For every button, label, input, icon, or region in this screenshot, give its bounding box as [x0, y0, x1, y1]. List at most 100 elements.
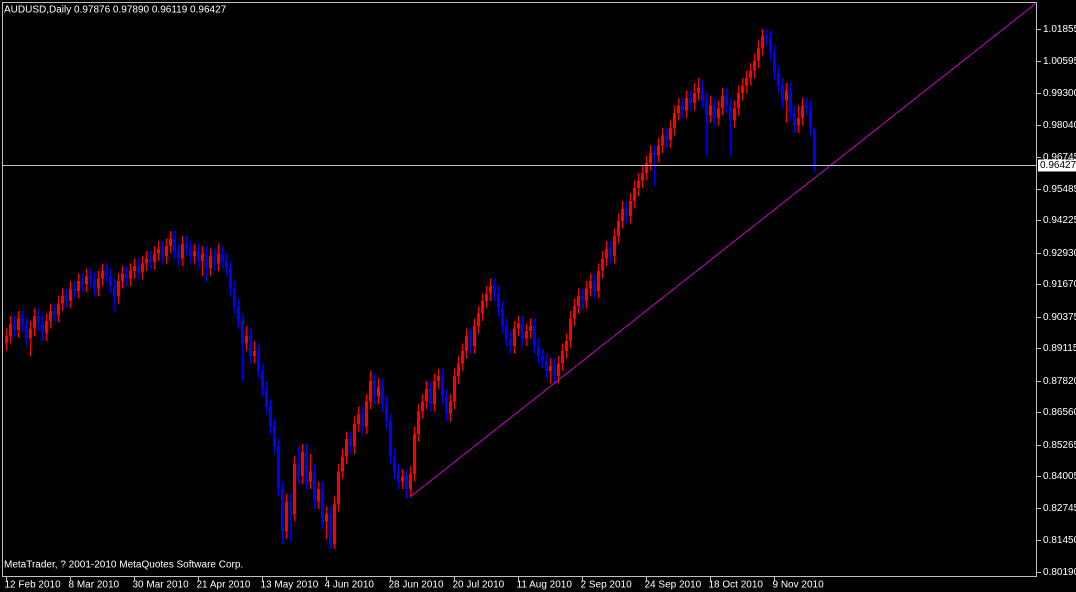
y-tick-label: 0.94225: [1043, 215, 1076, 226]
candle-body: [457, 363, 460, 377]
candle-body: [257, 351, 260, 372]
x-tick-label: 11 Aug 2010: [517, 580, 573, 591]
candle-body: [265, 388, 268, 407]
candle-body: [565, 341, 568, 352]
candle-body: [381, 386, 384, 404]
candle-body: [377, 386, 380, 397]
candle-body: [333, 504, 336, 545]
candle-body: [609, 248, 612, 256]
candle-body: [181, 243, 184, 259]
candle-body: [649, 153, 652, 164]
candle-body: [81, 280, 84, 285]
candle-body: [189, 248, 192, 256]
plot-border: [2, 2, 1037, 577]
candle-body: [389, 421, 392, 457]
candle-body: [445, 396, 448, 414]
candle-body: [561, 351, 564, 364]
candle-body: [325, 514, 328, 522]
candle-body: [361, 413, 364, 427]
candle-body: [689, 98, 692, 104]
candle-body: [317, 489, 320, 502]
candle-body: [9, 323, 12, 337]
candle-body: [409, 473, 412, 490]
candle-body: [225, 260, 228, 269]
candle-body: [385, 403, 388, 422]
candle-body: [781, 85, 784, 101]
candle-body: [205, 253, 208, 269]
candle-body: [765, 35, 768, 38]
candle-body: [641, 173, 644, 181]
candle-body: [449, 401, 452, 414]
candle-body: [737, 92, 740, 109]
candle-body: [757, 47, 760, 61]
candle-body: [809, 108, 812, 129]
y-tick-label: 0.87820: [1043, 376, 1076, 387]
candle-body: [637, 180, 640, 189]
candle-body: [517, 323, 520, 329]
candle-body: [421, 401, 424, 412]
candle-body: [465, 336, 468, 352]
y-tick-label: 0.86560: [1043, 407, 1076, 418]
candle-body: [789, 90, 792, 114]
candle-body: [733, 108, 736, 121]
y-tick-label: 0.95485: [1043, 184, 1076, 195]
candle-body: [369, 381, 372, 402]
y-tick-label: 0.90375: [1043, 312, 1076, 323]
candle-body: [229, 268, 232, 289]
candle-body: [73, 288, 76, 292]
candle-body: [353, 423, 356, 447]
candle-body: [657, 145, 660, 156]
candle-body: [393, 456, 396, 472]
candle-body: [25, 324, 28, 339]
candle-body: [605, 248, 608, 259]
candle-body: [165, 245, 168, 256]
current-price-label: 0.96427: [1040, 160, 1076, 171]
candle-body: [481, 301, 484, 314]
candle-body: [625, 208, 628, 216]
candle-body: [93, 279, 96, 289]
candle-body: [161, 248, 164, 256]
y-tick-label: 0.84005: [1043, 471, 1076, 482]
candle-body: [405, 476, 408, 490]
y-tick-label: 0.98040: [1043, 120, 1076, 131]
candle-body: [777, 72, 780, 86]
candle-body: [45, 321, 48, 334]
candle-body: [613, 235, 616, 256]
candle-body: [349, 438, 352, 447]
candle-body: [329, 514, 332, 545]
candle-body: [169, 238, 172, 246]
candle-body: [797, 118, 800, 126]
candle-body: [693, 92, 696, 104]
current-price-box: [1038, 159, 1076, 172]
candle-body: [113, 285, 116, 297]
candle-body: [13, 323, 16, 330]
candle-body: [473, 326, 476, 347]
candle-body: [785, 90, 788, 101]
candle-body: [141, 263, 144, 273]
candle-body: [685, 98, 688, 111]
candle-body: [485, 293, 488, 302]
candle-body: [521, 323, 524, 339]
candle-body: [89, 275, 92, 280]
candle-body: [801, 105, 804, 119]
candle-body: [753, 60, 756, 71]
candle-body: [177, 250, 180, 259]
candle-body: [549, 366, 552, 372]
candle-body: [65, 296, 68, 302]
candle-body: [157, 248, 160, 254]
candle-body: [425, 388, 428, 402]
candle-body: [621, 208, 624, 221]
candle-body: [493, 285, 496, 294]
candle-body: [277, 446, 280, 490]
candle-body: [529, 326, 532, 332]
candle-body: [701, 87, 704, 101]
candle-body: [677, 105, 680, 114]
candle-body: [41, 323, 44, 334]
overlay: 1.01855 1.00595 0.99300 0.98040 0.96745 0.954…: [2, 3, 1076, 591]
candle-body: [245, 336, 248, 344]
candle-body: [509, 338, 512, 347]
candle-body: [417, 411, 420, 434]
candle-body: [497, 293, 500, 309]
candle-body: [761, 35, 764, 48]
candle-body: [209, 255, 212, 269]
